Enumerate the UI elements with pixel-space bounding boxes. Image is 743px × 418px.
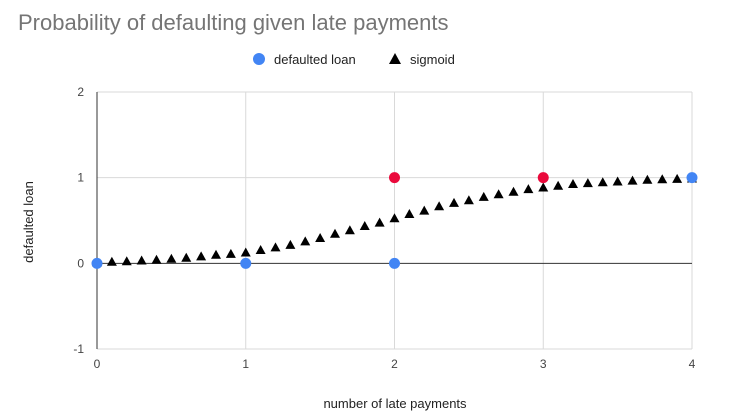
sigmoid-point (627, 175, 638, 185)
sigmoid-point (359, 220, 370, 230)
y-tick-label: 0 (77, 256, 84, 270)
sigmoid-point (181, 252, 192, 262)
x-tick-label: 2 (391, 357, 398, 371)
y-tick-label: 2 (77, 85, 84, 99)
y-axis-label: defaulted loan (21, 181, 36, 263)
legend: defaulted loan sigmoid (253, 52, 455, 67)
sigmoid-point (240, 247, 251, 257)
defaulted-loan-point (240, 257, 252, 269)
sigmoid-point (612, 176, 623, 186)
sigmoid-point (404, 209, 415, 219)
sigmoid-point (449, 197, 459, 207)
sigmoid-point (672, 173, 683, 183)
sigmoid-point (389, 213, 400, 223)
sigmoid-point (434, 201, 445, 211)
sigmoid-point (344, 225, 355, 235)
legend-defaulted-loan-marker (253, 53, 265, 65)
sigmoid-point (106, 256, 117, 266)
sigmoid-point (478, 191, 489, 201)
sigmoid-point (255, 244, 266, 254)
y-tick-labels: -1 0 1 2 (73, 85, 84, 356)
sigmoid-point (121, 256, 132, 266)
sigmoid-point (523, 184, 534, 194)
sigmoid-point (151, 254, 162, 264)
sigmoid-point (493, 189, 504, 199)
defaulted-loan-point (686, 172, 698, 184)
sigmoid-point (196, 251, 207, 261)
sigmoid-point (657, 174, 668, 184)
sigmoid-point (553, 180, 564, 190)
sigmoid-point (374, 217, 385, 227)
x-tick-label: 0 (94, 357, 101, 371)
y-tick-label: 1 (77, 171, 84, 185)
sigmoid-point (315, 232, 326, 242)
sigmoid-point (642, 174, 653, 184)
x-axis-label: number of late payments (323, 396, 467, 411)
x-tick-labels: 0 1 2 3 4 (94, 357, 696, 371)
sigmoid-point (597, 177, 608, 187)
defaulted-loan-point (91, 257, 103, 269)
sigmoid-point (330, 228, 340, 238)
sigmoid-point (582, 178, 593, 188)
x-tick-label: 4 (689, 357, 696, 371)
defaulted-loan-series (91, 172, 698, 269)
sigmoid-point (136, 255, 147, 265)
chart-title: Probability of defaulting given late pay… (18, 10, 448, 35)
sigmoid-series (92, 173, 697, 267)
sigmoid-point (270, 242, 281, 252)
sigmoid-point (508, 186, 519, 196)
defaulted-loan-point (537, 172, 549, 184)
sigmoid-point (538, 182, 549, 192)
legend-defaulted-loan-label: defaulted loan (274, 52, 356, 67)
x-tick-label: 3 (540, 357, 547, 371)
defaulted-loan-point (389, 172, 400, 184)
sigmoid-point (463, 195, 474, 205)
sigmoid-point (568, 179, 578, 189)
sigmoid-point (166, 253, 177, 263)
x-tick-label: 1 (242, 357, 249, 371)
y-tick-label: -1 (73, 342, 84, 356)
sigmoid-point (225, 248, 236, 258)
legend-sigmoid-marker (389, 53, 401, 64)
defaulted-loan-point (389, 257, 400, 269)
sigmoid-point (285, 239, 296, 249)
sigmoid-point (419, 205, 430, 215)
sigmoid-point (300, 236, 311, 246)
sigmoid-point (211, 249, 221, 259)
legend-sigmoid-label: sigmoid (410, 52, 455, 67)
